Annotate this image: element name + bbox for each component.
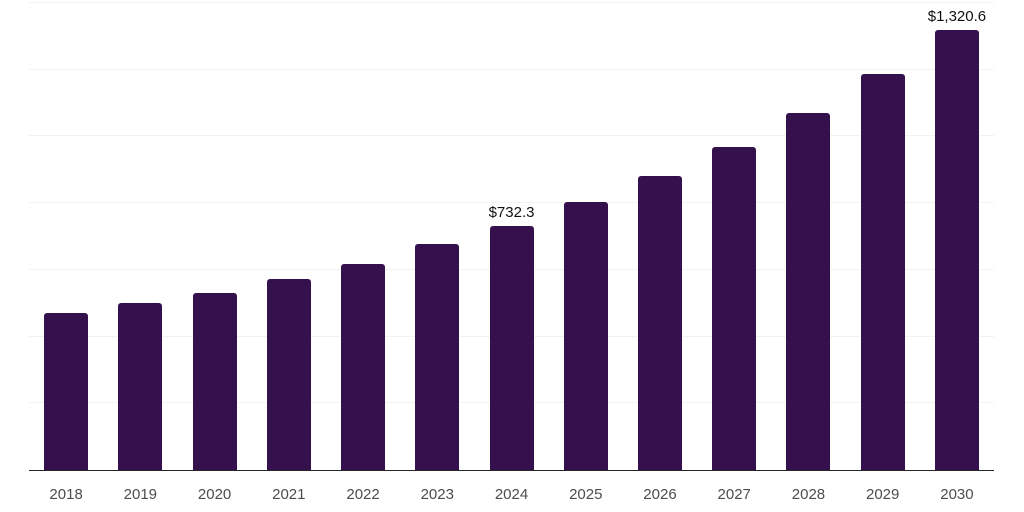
bar-slot: $732.3 bbox=[474, 3, 548, 470]
gridline bbox=[29, 202, 994, 204]
bars-layer: $732.3 $1,320.6 bbox=[29, 3, 994, 470]
bar-2020[interactable] bbox=[192, 292, 237, 470]
x-tick-label: 2023 bbox=[420, 486, 454, 503]
x-tick-label: 2026 bbox=[643, 486, 677, 503]
x-tick-label: 2019 bbox=[123, 486, 158, 503]
bar-slot bbox=[326, 3, 400, 470]
bar-slot bbox=[29, 3, 103, 470]
bar-2026[interactable] bbox=[637, 176, 682, 470]
x-tick-label: 2029 bbox=[866, 486, 900, 503]
x-tick-label: 2018 bbox=[49, 486, 83, 503]
x-tick-label: 2028 bbox=[791, 486, 826, 503]
bar-2029[interactable] bbox=[860, 74, 905, 470]
x-tick-label: 2030 bbox=[940, 486, 974, 503]
bar-2030[interactable] bbox=[934, 29, 979, 470]
bar-slot bbox=[400, 3, 474, 470]
x-tick-label: 2021 bbox=[272, 486, 306, 503]
x-tick-label: 2025 bbox=[569, 486, 603, 503]
bar-slot bbox=[252, 3, 326, 470]
gridline bbox=[29, 2, 994, 3]
bar-slot bbox=[697, 3, 771, 470]
gridline bbox=[29, 68, 994, 70]
bar-2023[interactable] bbox=[415, 243, 460, 470]
bar-slot: $1,320.6 bbox=[920, 3, 994, 470]
bar-slot bbox=[771, 3, 845, 470]
x-tick-label: 2027 bbox=[717, 486, 751, 503]
bar-2019[interactable] bbox=[118, 302, 163, 470]
bar-slot bbox=[846, 3, 920, 470]
bar-2018[interactable] bbox=[44, 312, 89, 470]
plot-area: $732.3 $1,320.6 bbox=[29, 2, 994, 471]
bar-slot bbox=[623, 3, 697, 470]
bar-2025[interactable] bbox=[563, 202, 608, 470]
x-tick-label: 2024 bbox=[494, 486, 529, 503]
bar-slot bbox=[103, 3, 177, 470]
x-tick-label: 2022 bbox=[346, 486, 380, 503]
bar-2028[interactable] bbox=[786, 113, 831, 470]
x-tick-label: 2020 bbox=[197, 486, 232, 503]
x-axis-labels: 2018 2019 2020 2021 2022 2023 2024 2025 2026 2027… bbox=[29, 486, 994, 503]
bar-value-label: $1,320.6 bbox=[927, 7, 987, 25]
bar-2022[interactable] bbox=[341, 263, 386, 470]
bar-slot bbox=[177, 3, 251, 470]
bar-2024[interactable] bbox=[489, 225, 534, 470]
gridline bbox=[29, 135, 994, 137]
bar-value-label: $732.3 bbox=[488, 203, 535, 221]
bar-2027[interactable] bbox=[712, 147, 757, 470]
bar-slot bbox=[549, 3, 623, 470]
bar-2021[interactable] bbox=[266, 279, 311, 470]
